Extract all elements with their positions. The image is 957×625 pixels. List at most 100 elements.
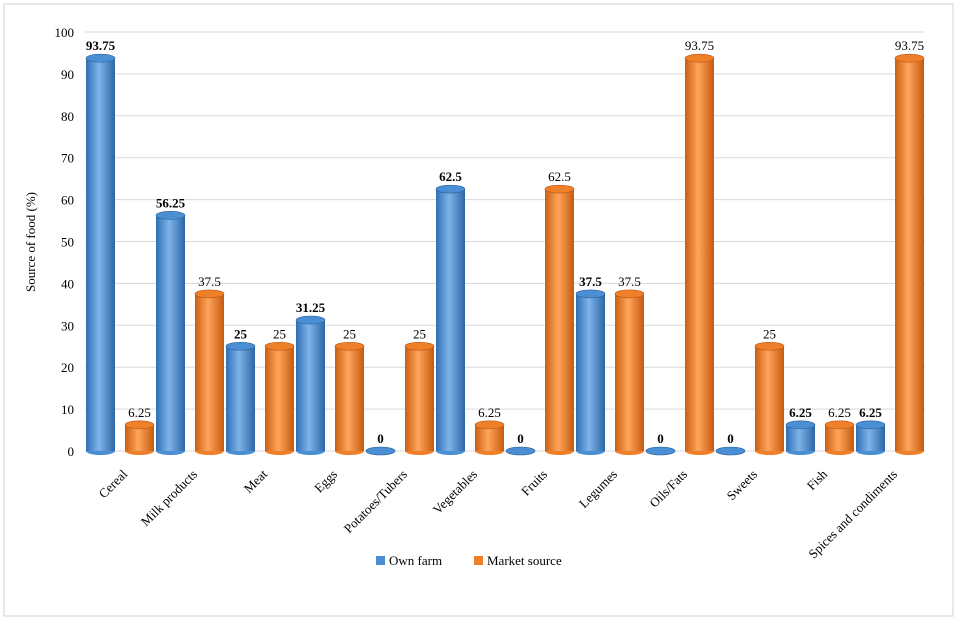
bar-body	[755, 346, 784, 451]
bar-top	[645, 446, 676, 456]
bar-own-farm-potatoes-tubers	[365, 446, 396, 456]
bar-body	[156, 215, 185, 451]
bar-body	[335, 346, 364, 451]
data-label-own-farm-legumes: 37.5	[579, 274, 602, 289]
bar-body	[436, 189, 465, 451]
bar-top	[614, 289, 645, 299]
bar-body	[296, 320, 325, 451]
bar-market-source-vegetables	[474, 420, 505, 455]
data-label-own-farm-sweets: 0	[727, 431, 734, 446]
bar-top	[684, 53, 715, 63]
y-axis-label: Source of food (%)	[23, 192, 38, 292]
data-label-own-farm-milk-products: 56.25	[156, 195, 186, 210]
bar-body	[685, 58, 714, 451]
bar-top	[575, 289, 606, 299]
bar-own-farm-spices-and-condiments	[855, 420, 886, 455]
y-tick-label: 70	[61, 151, 74, 166]
legend-swatch-market-source	[474, 556, 483, 565]
bar-own-farm-fish	[785, 420, 816, 455]
bar-top	[85, 53, 116, 63]
data-label-market-source-fruits: 62.5	[548, 169, 571, 184]
data-label-market-source-oils-fats: 93.75	[685, 38, 714, 53]
bar-body	[405, 346, 434, 451]
bar-market-source-legumes	[614, 289, 645, 455]
data-label-market-source-fish: 6.25	[828, 405, 851, 420]
data-label-market-source-sweets: 25	[763, 326, 776, 341]
bar-market-source-spices-and-condiments	[894, 53, 925, 455]
bar-own-farm-legumes	[575, 289, 606, 455]
y-tick-label: 30	[61, 318, 74, 333]
bar-own-farm-sweets	[715, 446, 746, 456]
data-label-market-source-vegetables: 6.25	[478, 405, 501, 420]
bar-top	[754, 341, 785, 351]
bar-body	[825, 424, 854, 451]
bar-body	[195, 293, 224, 451]
data-label-own-farm-fruits: 0	[517, 431, 524, 446]
bar-top	[225, 341, 256, 351]
y-tick-label: 50	[61, 235, 74, 250]
y-tick-label: 100	[55, 25, 75, 40]
y-tick-label: 90	[61, 67, 74, 82]
data-label-market-source-legumes: 37.5	[618, 274, 641, 289]
bar-top	[264, 341, 295, 351]
data-label-market-source-cereal: 6.25	[128, 405, 151, 420]
bar-body	[545, 189, 574, 451]
bar-own-farm-cereal	[85, 53, 116, 455]
bar-own-farm-meat	[225, 341, 256, 455]
bar-top	[824, 420, 855, 430]
data-label-market-source-meat: 25	[273, 326, 286, 341]
bar-body	[475, 424, 504, 451]
bar-top	[505, 446, 536, 456]
bars	[85, 53, 925, 456]
data-label-own-farm-fish: 6.25	[789, 405, 812, 420]
bar-own-farm-vegetables	[435, 184, 466, 455]
bar-top	[365, 446, 396, 456]
data-label-own-farm-cereal: 93.75	[86, 38, 116, 53]
bar-body	[265, 346, 294, 451]
bar-top	[785, 420, 816, 430]
bar-body	[895, 58, 924, 451]
bar-body	[856, 424, 885, 451]
bar-market-source-oils-fats	[684, 53, 715, 455]
y-tick-label: 0	[68, 444, 75, 459]
y-tick-label: 20	[61, 360, 74, 375]
data-label-own-farm-oils-fats: 0	[657, 431, 664, 446]
bar-body	[615, 293, 644, 451]
bar-top	[435, 184, 466, 194]
y-axis-ticks: 0 10 20 30 40 50 60 70 80 90 100	[55, 25, 75, 459]
bar-body	[576, 293, 605, 451]
data-label-own-farm-eggs: 31.25	[296, 300, 326, 315]
data-label-own-farm-spices-and-condiments: 6.25	[859, 405, 882, 420]
bar-body	[226, 346, 255, 451]
data-label-market-source-spices-and-condiments: 93.75	[895, 38, 924, 53]
bar-market-source-meat	[264, 341, 295, 455]
bar-top	[544, 184, 575, 194]
bar-own-farm-eggs	[295, 315, 326, 455]
data-label-own-farm-potatoes-tubers: 0	[377, 431, 384, 446]
y-tick-label: 80	[61, 109, 74, 124]
legend: Own farm Market source	[376, 553, 562, 568]
bar-top	[334, 341, 365, 351]
bar-top	[124, 420, 155, 430]
y-tick-label: 60	[61, 193, 74, 208]
legend-label-market-source: Market source	[487, 553, 562, 568]
bar-top	[295, 315, 326, 325]
bar-market-source-fruits	[544, 184, 575, 455]
bar-own-farm-milk-products	[155, 211, 186, 455]
y-tick-label: 40	[61, 276, 74, 291]
bar-market-source-eggs	[334, 341, 365, 455]
bar-market-source-cereal	[124, 420, 155, 455]
bar-body	[125, 424, 154, 451]
data-label-market-source-milk-products: 37.5	[198, 274, 221, 289]
data-label-market-source-eggs: 25	[343, 326, 356, 341]
gridlines	[85, 31, 925, 452]
legend-label-own-farm: Own farm	[389, 553, 442, 568]
bar-market-source-potatoes-tubers	[404, 341, 435, 455]
data-label-market-source-potatoes-tubers: 25	[413, 326, 426, 341]
bar-top	[155, 211, 186, 220]
bar-own-farm-fruits	[505, 446, 536, 456]
bar-own-farm-oils-fats	[645, 446, 676, 456]
bar-top	[404, 341, 435, 351]
y-tick-label: 10	[61, 402, 74, 417]
